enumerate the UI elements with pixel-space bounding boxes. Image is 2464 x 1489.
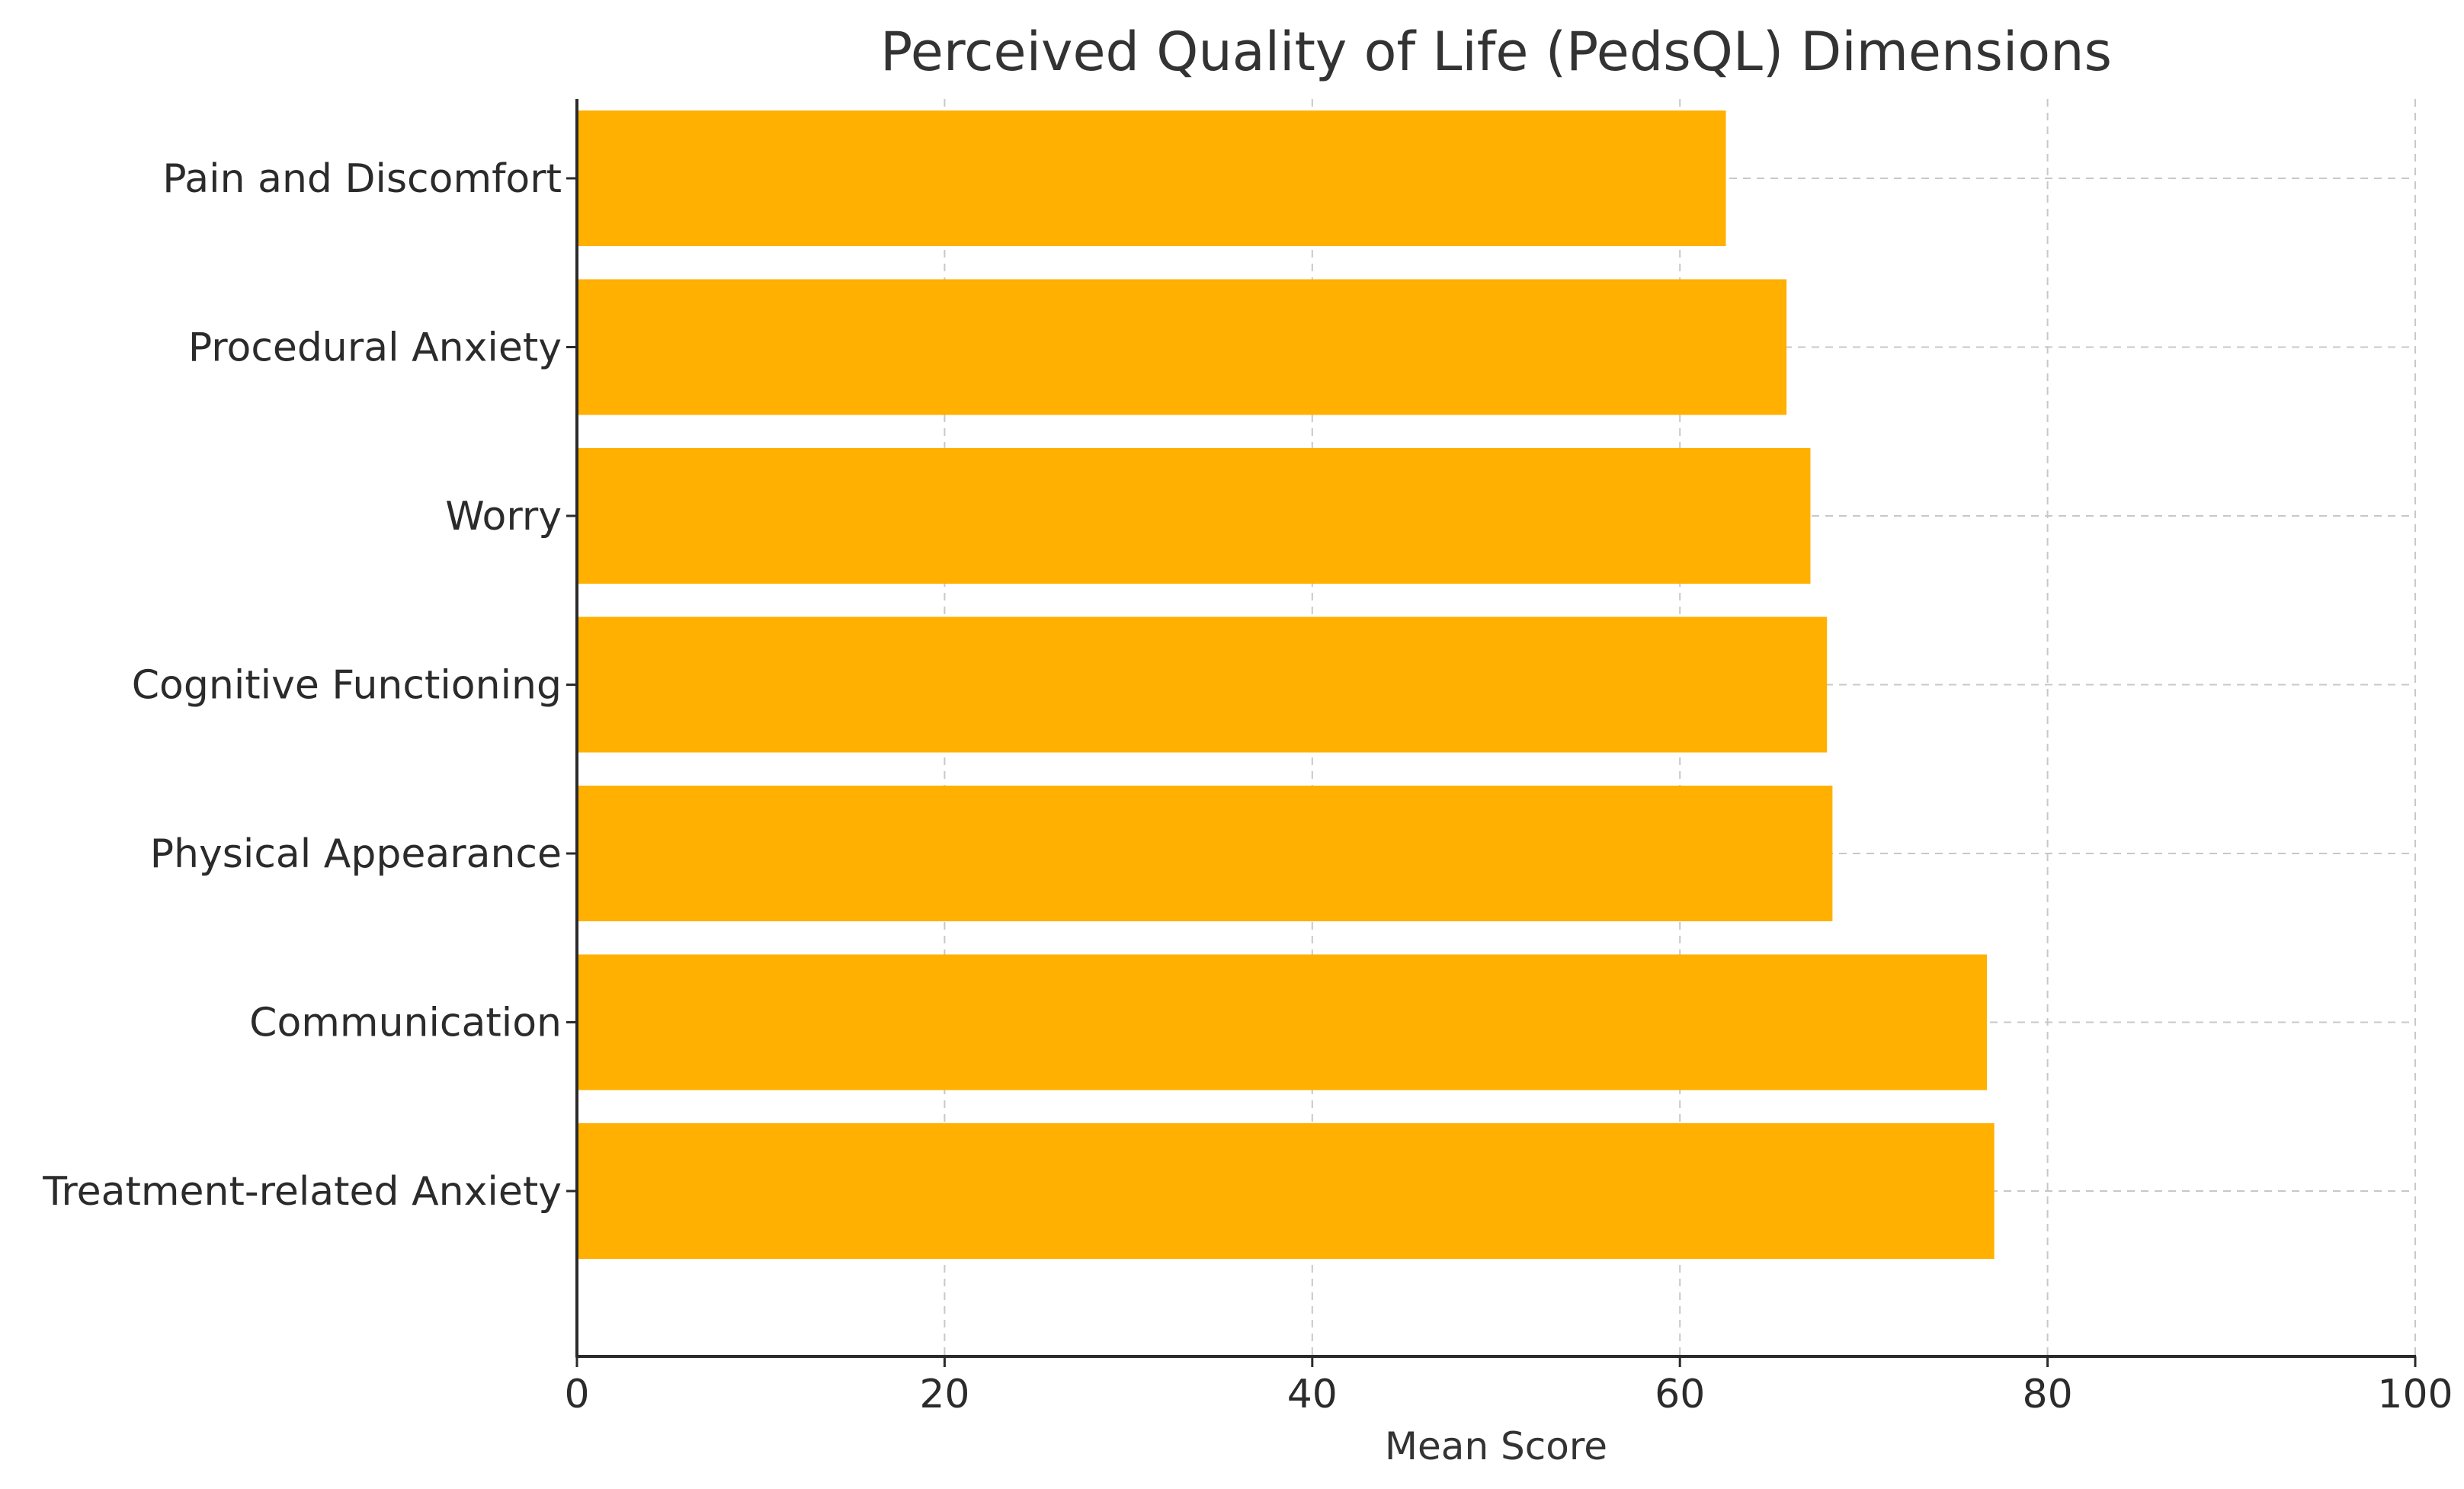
y-tick-labels: Pain and Discomfort Procedural Anxiety Wor… xyxy=(42,156,562,1215)
y-tick-label: Pain and Discomfort xyxy=(162,156,562,202)
bar-procedural-anxiety xyxy=(577,279,1787,415)
y-tick-label: Cognitive Functioning xyxy=(132,663,562,709)
x-tick-label: 100 xyxy=(2377,1372,2453,1417)
x-tick-label: 40 xyxy=(1287,1372,1338,1417)
bar-treatment-related-anxiety xyxy=(577,1123,1995,1259)
bar-communication xyxy=(577,954,1988,1090)
x-tick-label: 20 xyxy=(919,1372,969,1417)
x-tick-label: 0 xyxy=(564,1372,589,1417)
y-tick-label: Treatment-related Anxiety xyxy=(42,1169,562,1215)
bars xyxy=(577,110,1995,1259)
bar-pain-and-discomfort xyxy=(577,110,1726,246)
y-tick-label: Communication xyxy=(249,1001,562,1046)
axes xyxy=(566,99,2417,1367)
x-tick-labels: 0 20 40 60 80 100 xyxy=(564,1372,2453,1417)
x-tick-label: 80 xyxy=(2023,1372,2073,1417)
y-tick-label: Worry xyxy=(445,494,562,540)
x-tick-label: 60 xyxy=(1655,1372,1705,1417)
y-tick-label: Physical Appearance xyxy=(150,831,562,877)
chart-title: Perceived Quality of Life (PedsQL) Dimen… xyxy=(880,21,2112,83)
bar-physical-appearance xyxy=(577,786,1833,921)
x-axis-label: Mean Score xyxy=(1385,1424,1607,1468)
y-tick-label: Procedural Anxiety xyxy=(188,325,562,371)
bar-cognitive-functioning xyxy=(577,616,1828,753)
bar-worry xyxy=(577,448,1811,584)
